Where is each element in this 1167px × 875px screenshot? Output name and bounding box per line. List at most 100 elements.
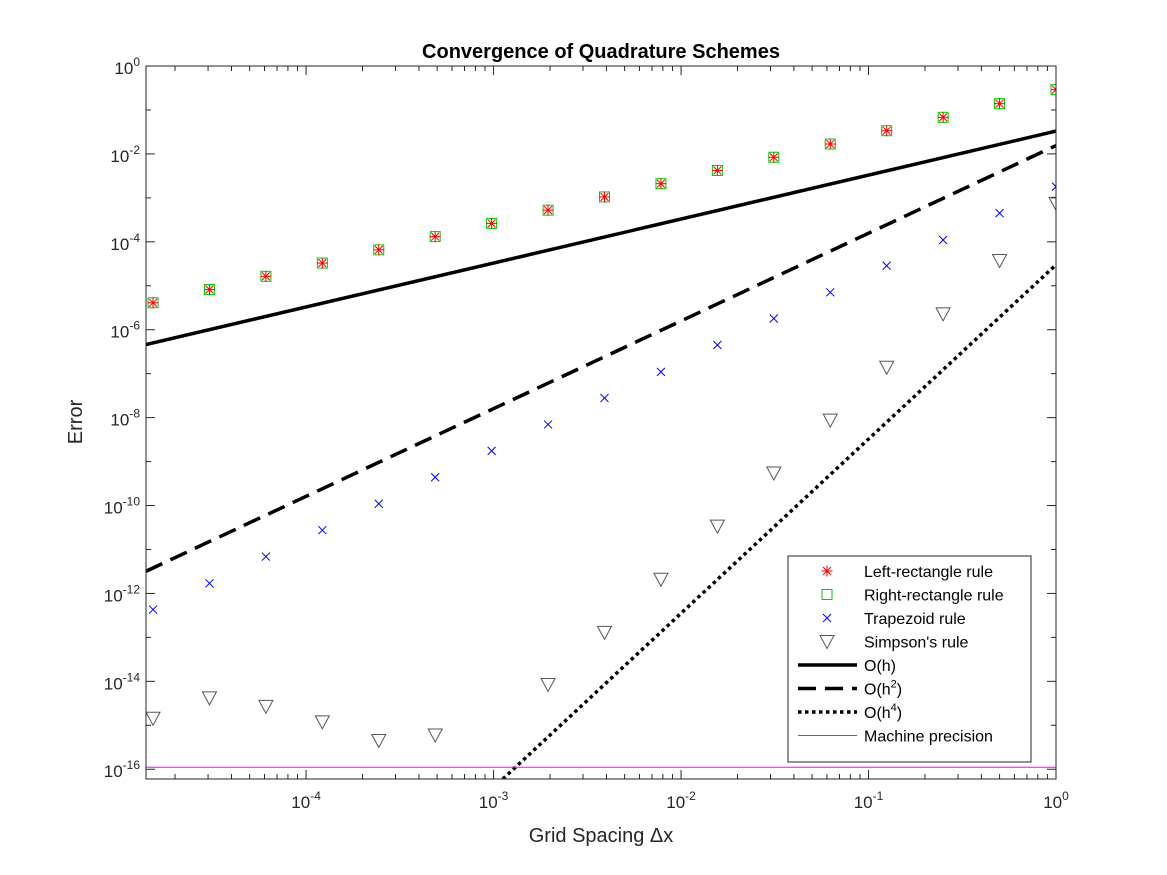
y-tick-base: 10 [104, 499, 123, 518]
x-tick-exp: -4 [310, 789, 321, 803]
data-point [261, 552, 271, 561]
x-tick-base: 10 [1043, 793, 1062, 812]
y-tick-label: 10-16 [104, 758, 141, 781]
legend-label: O(h4) [864, 702, 902, 722]
y-tick-label: 10-14 [104, 670, 141, 693]
y-tick-base: 10 [110, 411, 129, 430]
x-tick-label: 100 [1043, 789, 1069, 812]
y-tick-exp: 0 [133, 55, 140, 69]
y-tick-exp: -8 [129, 407, 140, 421]
legend-label: Machine precision [864, 729, 993, 746]
legend-symbol [822, 613, 832, 623]
data-point [1051, 182, 1056, 191]
series-trapezoid-rule [148, 182, 1056, 614]
y-axis-label: Error [65, 399, 87, 444]
data-point [995, 208, 1004, 218]
data-point [429, 231, 441, 243]
data-point [881, 125, 893, 137]
series-left-rectangle-rule [147, 84, 1056, 309]
data-point [205, 578, 214, 588]
y-tick-base: 10 [104, 674, 123, 693]
data-point [711, 164, 723, 176]
y-tick-exp: -2 [129, 143, 140, 157]
data-point [148, 605, 158, 614]
data-point [935, 307, 951, 322]
data-point [822, 413, 839, 429]
data-point [487, 446, 496, 456]
y-tick-exp: -10 [123, 495, 141, 509]
legend-label: O(h) [864, 658, 896, 675]
legend-symbol [821, 565, 833, 577]
x-axis-label: Grid Spacing Δx [529, 825, 674, 847]
data-point [824, 138, 836, 150]
data-point [427, 728, 444, 744]
data-point [542, 204, 554, 216]
data-point [600, 393, 609, 403]
x-tick-exp: -3 [498, 789, 509, 803]
data-point [258, 699, 274, 715]
data-point [769, 314, 779, 323]
data-point [316, 257, 328, 269]
x-tick-exp: 0 [1062, 789, 1069, 803]
y-tick-base: 10 [114, 59, 133, 78]
y-tick-base: 10 [110, 323, 129, 342]
y-tick-label: 10-12 [104, 582, 141, 605]
data-point [374, 499, 384, 509]
y-tick-base: 10 [104, 586, 123, 605]
y-tick-base: 10 [110, 147, 129, 166]
chart-title: Convergence of Quadrature Schemes [422, 41, 780, 63]
data-point [317, 525, 327, 535]
x-axis: 10-4 10-3 10-2 10-1 100 [174, 66, 1069, 812]
series-layer [146, 84, 1056, 749]
legend: Left-rectangle rule Right-rectangle rule T… [787, 555, 1032, 763]
y-tick-label: 10-10 [104, 495, 141, 518]
data-point [991, 254, 1008, 269]
legend-label: Left-rectangle rule [864, 564, 993, 581]
data-point [713, 340, 722, 350]
y-tick-base: 10 [110, 235, 129, 254]
data-point [599, 191, 611, 203]
data-point [1048, 196, 1056, 212]
x-tick-base: 10 [854, 793, 873, 812]
y-tick-exp: -16 [123, 758, 141, 772]
x-tick-exp: -2 [685, 789, 696, 803]
legend-symbol [819, 635, 835, 650]
reference-line-o-h- [146, 129, 1056, 347]
y-tick-label: 10-8 [110, 407, 140, 430]
x-tick-base: 10 [666, 793, 685, 812]
legend-label: Right-rectangle rule [864, 588, 1004, 605]
y-tick-label: 10-2 [110, 143, 140, 166]
y-tick-exp: -4 [129, 231, 140, 245]
y-tick-exp: -6 [129, 319, 140, 333]
data-point [147, 297, 159, 309]
x-tick-label: 10-1 [854, 789, 884, 812]
data-point [656, 367, 666, 377]
data-point [146, 711, 161, 727]
y-tick-exp: -14 [123, 670, 141, 684]
x-tick-base: 10 [479, 793, 498, 812]
data-point [540, 677, 556, 693]
legend-symbol [821, 589, 833, 600]
data-point [486, 217, 498, 229]
plot-frame [145, 65, 1057, 780]
data-point [596, 625, 613, 641]
data-point [937, 111, 949, 123]
legend-label: Trapezoid rule [864, 611, 966, 628]
x-tick-base: 10 [291, 793, 310, 812]
data-point [765, 466, 782, 482]
series-simpson-s-rule [146, 196, 1056, 749]
legend-label: O(h2) [864, 679, 902, 699]
data-point [938, 235, 948, 245]
data-point [709, 519, 726, 535]
data-point [373, 244, 385, 256]
x-tick-label: 10-3 [479, 789, 509, 812]
y-tick-label: 10-6 [110, 319, 140, 342]
data-point [825, 287, 835, 297]
y-tick-base: 10 [104, 762, 123, 781]
x-tick-label: 10-4 [291, 789, 321, 812]
data-point [260, 270, 272, 282]
legend-label: Simpson's rule [864, 635, 969, 652]
x-tick-exp: -1 [873, 789, 884, 803]
data-point [201, 691, 218, 706]
